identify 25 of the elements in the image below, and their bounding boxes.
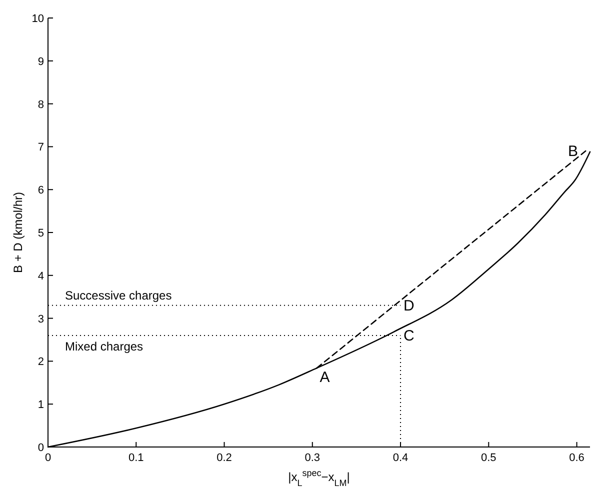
y-tick-label: 0	[38, 442, 44, 454]
x-tick-label: 0.4	[392, 452, 408, 464]
ref-line-label: Successive charges	[65, 288, 172, 302]
y-tick-label: 9	[38, 56, 44, 68]
x-tick-label: 0.2	[216, 452, 232, 464]
x-tick-label: 0.1	[128, 452, 144, 464]
annotation: B	[568, 142, 578, 160]
y-axis-title: B + D (kmol/hr)	[11, 192, 25, 274]
y-tick-label: 8	[38, 98, 44, 111]
y-tick-label: 5	[38, 228, 44, 240]
x-tick-label: 0.5	[481, 452, 496, 464]
x-tick-label: 0.6	[569, 452, 584, 464]
ref-line-label: Mixed charges	[65, 339, 144, 354]
y-tick-label: 2	[38, 356, 44, 368]
x-axis-title: |x$_{L}$$^{spec}$−x$_{LM}$|	[288, 468, 350, 487]
annotation: A	[320, 369, 330, 386]
annotation: C	[404, 327, 415, 344]
y-tick-label: 7	[38, 142, 44, 154]
x-tick-label: 0.3	[304, 452, 320, 464]
y-tick-label: 6	[38, 184, 44, 197]
y-tick-label: 4	[38, 270, 44, 282]
y-tick-label: 1	[38, 399, 44, 412]
y-tick-label: 10	[32, 13, 44, 25]
y-tick-label: 3	[38, 313, 44, 326]
annotation: D	[404, 297, 415, 314]
